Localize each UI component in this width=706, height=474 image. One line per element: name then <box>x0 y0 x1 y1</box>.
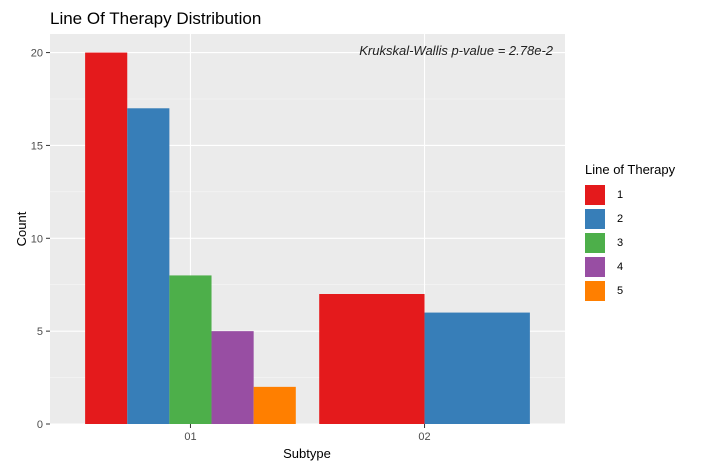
y-tick-label: 5 <box>37 326 43 338</box>
legend-swatch <box>585 209 605 229</box>
bars <box>85 52 530 425</box>
legend-label: 2 <box>617 213 624 225</box>
x-axis: 01 02 <box>184 424 431 443</box>
legend: Line of Therapy 1 2 3 4 5 <box>585 162 675 303</box>
legend-item: 5 <box>585 279 675 303</box>
bar-02-series-1 <box>319 294 425 424</box>
y-tick-label: 20 <box>31 48 43 60</box>
bar-01-series-2 <box>127 108 170 425</box>
legend-label: 1 <box>617 189 624 201</box>
y-tick-label: 15 <box>31 140 43 152</box>
x-tick-label: 01 <box>184 431 196 443</box>
bar-01-series-1 <box>85 52 128 424</box>
y-tick-label: 10 <box>31 233 43 245</box>
bar-02-series-2 <box>424 312 530 424</box>
legend-swatch <box>585 233 605 253</box>
legend-item: 1 <box>585 183 675 207</box>
legend-item: 2 <box>585 207 675 231</box>
y-tick-label: 0 <box>37 419 43 431</box>
legend-label: 3 <box>617 237 624 249</box>
bar-01-series-5 <box>253 386 296 424</box>
legend-item: 3 <box>585 231 675 255</box>
legend-swatch <box>585 185 605 205</box>
legend-label: 4 <box>617 261 624 273</box>
chart-title: Line Of Therapy Distribution <box>50 9 262 28</box>
legend-items: 1 2 3 4 5 <box>585 183 675 303</box>
legend-label: 5 <box>617 285 624 297</box>
y-axis-label: Count <box>14 211 29 246</box>
x-tick-label: 02 <box>418 431 430 443</box>
bar-01-series-4 <box>211 331 254 424</box>
y-axis: 0 5 10 15 20 <box>31 48 50 431</box>
legend-item: 4 <box>585 255 675 279</box>
bar-01-series-3 <box>169 275 212 424</box>
legend-swatch <box>585 281 605 301</box>
annotation-text: Krukskal-Wallis p-value = 2.78e-2 <box>359 43 554 58</box>
x-axis-label: Subtype <box>283 446 331 461</box>
legend-swatch <box>585 257 605 277</box>
legend-title: Line of Therapy <box>585 162 676 177</box>
